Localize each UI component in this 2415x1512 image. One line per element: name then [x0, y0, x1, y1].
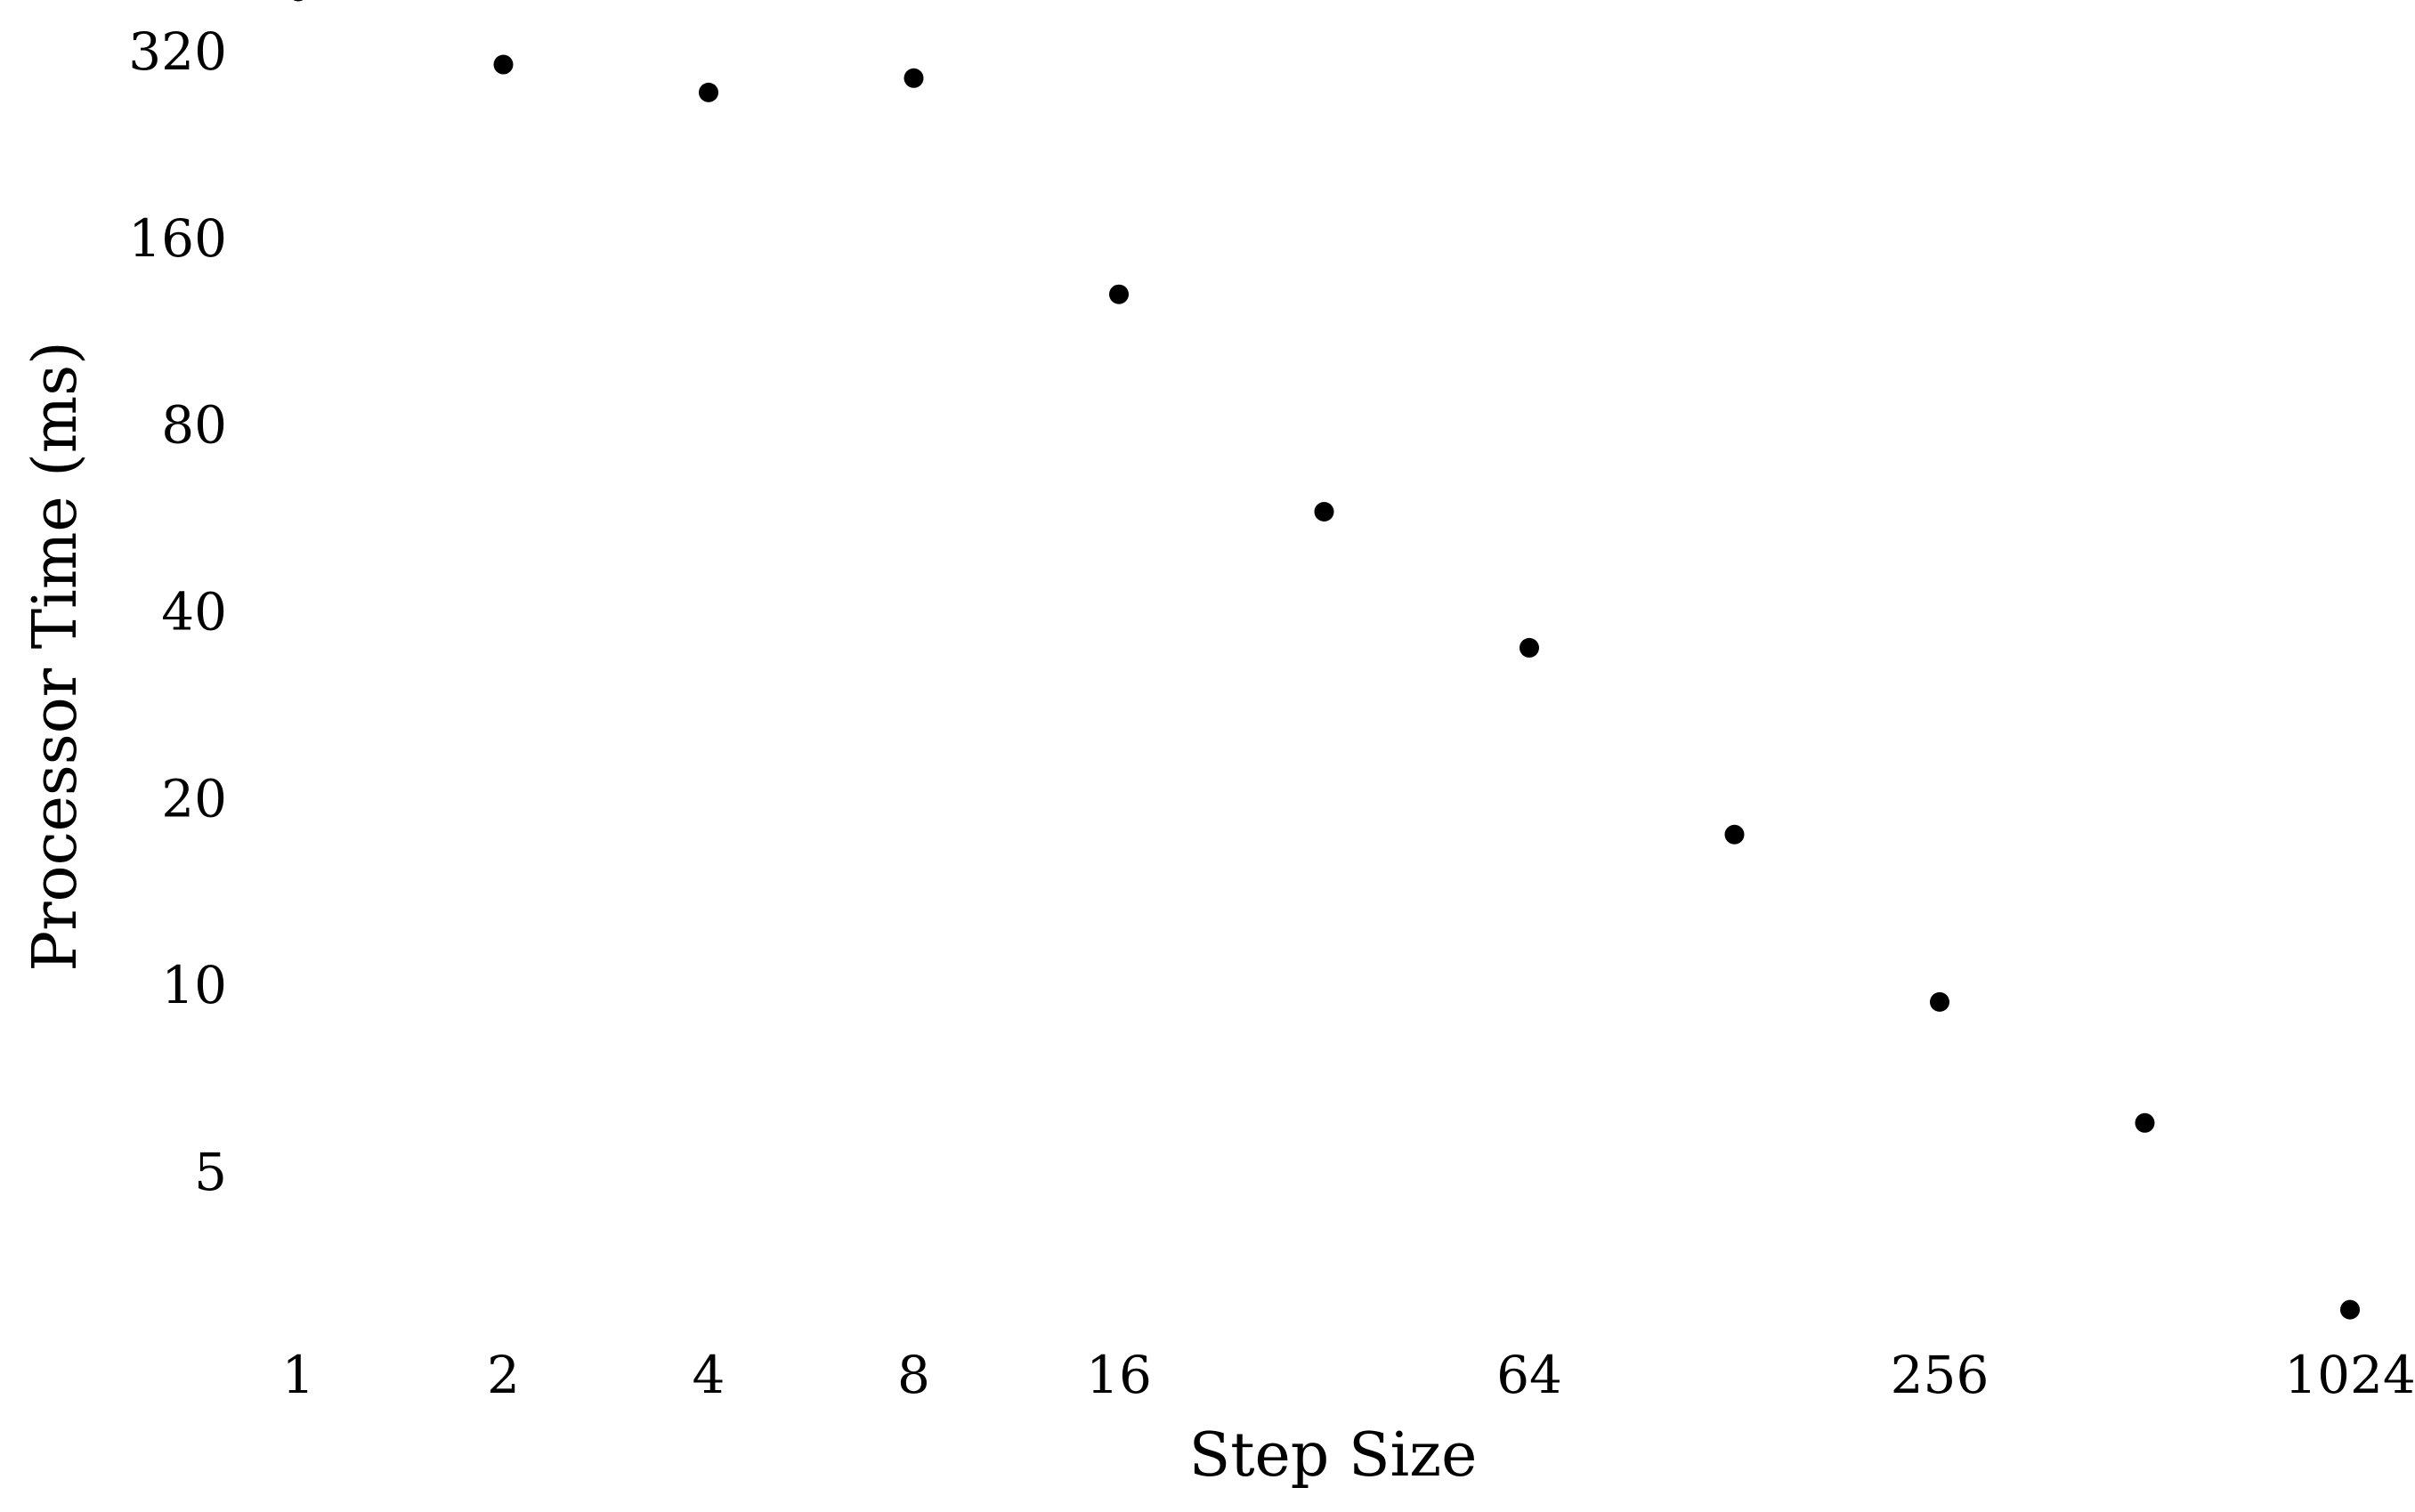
- x-tick-label: 2: [487, 1345, 520, 1405]
- x-tick-label: 1024: [2284, 1345, 2415, 1405]
- y-axis-title: Processor Time (ms): [20, 341, 91, 971]
- data-point: [904, 68, 924, 88]
- x-tick-label: 1: [282, 1345, 315, 1405]
- y-tick-label: 5: [194, 1142, 227, 1202]
- y-tick-label: 20: [161, 768, 227, 829]
- data-point: [2135, 1112, 2155, 1133]
- data-point: [699, 82, 718, 102]
- y-tick-label: 40: [161, 582, 227, 643]
- x-axis-title: Step Size: [1189, 1420, 1478, 1491]
- data-point: [1724, 824, 1745, 845]
- data-points: [293, 0, 2360, 1320]
- x-tick-label: 16: [1086, 1345, 1152, 1405]
- x-tick-label: 8: [897, 1345, 930, 1405]
- x-tick-label: 4: [693, 1345, 725, 1405]
- x-axis-ticks: 1 2 4 8 16 64 256 1024: [282, 1345, 2415, 1405]
- data-point: [1314, 502, 1334, 522]
- x-tick-label: 256: [1891, 1345, 1990, 1405]
- data-point: [1930, 991, 1949, 1012]
- data-point: [493, 54, 514, 75]
- data-point: [2340, 1299, 2360, 1320]
- y-tick-label: 160: [128, 208, 227, 269]
- y-tick-label: 10: [161, 955, 227, 1015]
- y-tick-label: 320: [128, 21, 227, 82]
- y-axis-ticks: 5 10 20 40 80 160 320: [128, 21, 227, 1202]
- x-tick-label: 64: [1496, 1345, 1562, 1405]
- y-tick-label: 80: [161, 395, 227, 456]
- data-point: [1520, 637, 1539, 658]
- data-point: [293, 0, 304, 2]
- data-point: [1109, 284, 1129, 304]
